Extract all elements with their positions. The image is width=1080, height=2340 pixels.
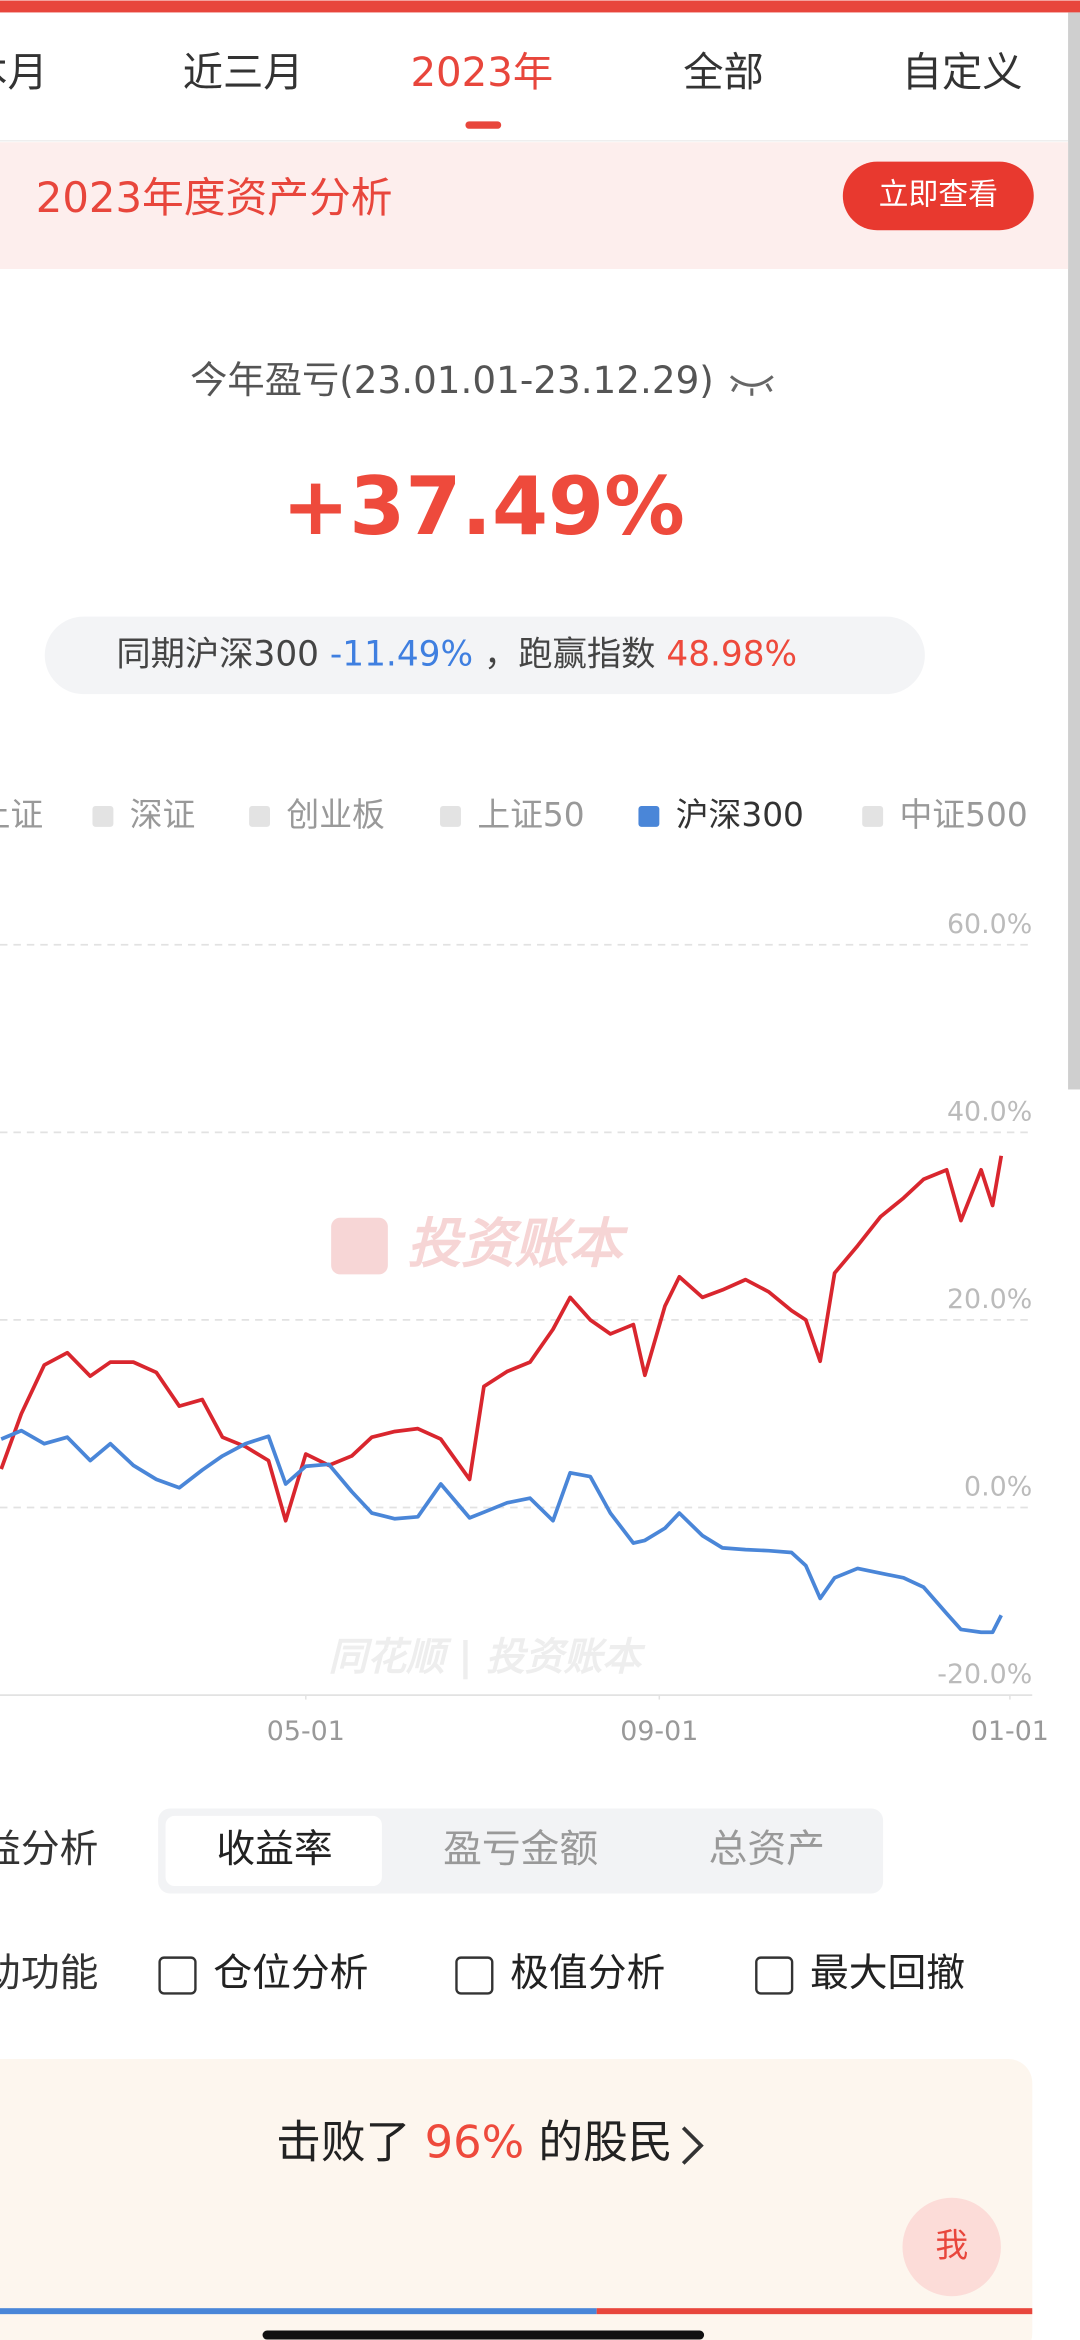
- legend-label[interactable]: 中证500: [900, 796, 1028, 834]
- metric-tab[interactable]: 收益率: [216, 1827, 332, 1872]
- banner-button[interactable]: [842, 161, 1034, 231]
- checkbox-label[interactable]: 仓位分析: [213, 1951, 368, 1996]
- series-line: [0, 1428, 1003, 1635]
- tab[interactable]: 本月: [0, 50, 48, 96]
- x-tick-label: 01-01: [971, 1716, 1049, 1747]
- excess-return: 48.98%: [666, 634, 797, 674]
- profit-value: +37.49%: [282, 459, 685, 553]
- watermark-logo: [331, 1217, 388, 1275]
- tab[interactable]: 近三月: [183, 50, 304, 96]
- banner-button-label[interactable]: 立即查看: [879, 177, 998, 212]
- avatar-button[interactable]: [902, 2197, 1001, 2297]
- series-line: [0, 1155, 1004, 1523]
- tab[interactable]: 自定义: [902, 50, 1023, 96]
- legend-label[interactable]: 上证50: [477, 796, 584, 834]
- footer-watermark: 同花顺 | 投资账本: [329, 1635, 647, 1680]
- y-tick-label: 0.0%: [964, 1472, 1032, 1503]
- rank-value: 96%: [425, 2116, 524, 2169]
- rank-prefix: 击败了: [276, 2116, 410, 2169]
- tab[interactable]: 全部: [683, 50, 764, 96]
- metric-tab[interactable]: 盈亏金额: [443, 1827, 598, 1872]
- y-tick-label: -20.0%: [937, 1659, 1032, 1690]
- section-label: 收益分析: [0, 1827, 98, 1872]
- checkbox-label[interactable]: 极值分析: [510, 1951, 665, 1996]
- checkbox[interactable]: [455, 1956, 494, 1995]
- legend-label[interactable]: 上证: [0, 796, 43, 834]
- metric-tab-selected[interactable]: [165, 1815, 382, 1887]
- rank-suffix: 的股民: [538, 2116, 672, 2169]
- feature-checkboxes: 仓位分析 极值分析 最大回撤: [158, 1951, 965, 1996]
- checkbox[interactable]: [158, 1956, 197, 1995]
- index-return: -11.49%: [330, 634, 473, 674]
- legend-label[interactable]: 沪深300: [676, 796, 804, 834]
- y-tick-label: 40.0%: [947, 1096, 1032, 1127]
- legend-swatch[interactable]: [862, 806, 884, 827]
- y-tick-label: 20.0%: [947, 1284, 1032, 1315]
- tab-bar: 本月 近三月 2023年 全部 自定义: [0, 50, 1023, 96]
- banner-title: 2023年度资产分析: [36, 173, 393, 222]
- compare-middle: ，跑赢指数: [484, 634, 656, 674]
- bottom-strip-red: [596, 2308, 1033, 2315]
- tab-indicator: [465, 121, 502, 129]
- legend-swatch[interactable]: [249, 806, 270, 827]
- checkbox-label[interactable]: 最大回撤: [810, 1951, 965, 1996]
- rank-text[interactable]: 击败了 96% 的股民: [276, 2116, 672, 2169]
- legend: 上证 深证 创业板 上证50 沪深300 中证500: [0, 796, 1028, 834]
- legend-swatch[interactable]: [440, 806, 461, 827]
- home-indicator: [262, 2330, 705, 2340]
- bottom-strip-blue: [0, 2308, 597, 2315]
- rank-card[interactable]: [0, 2059, 1033, 2340]
- watermark: 投资账本: [407, 1212, 628, 1275]
- checkbox[interactable]: [755, 1956, 794, 1995]
- y-tick-label: 60.0%: [947, 909, 1032, 940]
- tab[interactable]: 2023年: [410, 50, 553, 96]
- legend-swatch[interactable]: [92, 806, 114, 827]
- metric-tab[interactable]: 总资产: [709, 1827, 825, 1872]
- legend-swatch[interactable]: [638, 806, 660, 827]
- legend-label[interactable]: 创业板: [286, 796, 384, 834]
- metric-tabs: 收益率 盈亏金额 总资产: [165, 1815, 825, 1887]
- compare-pill: [44, 616, 925, 695]
- scrollbar: [1068, 12, 1080, 1090]
- avatar-label[interactable]: 我: [935, 2227, 968, 2265]
- x-tick-label: 05-01: [267, 1716, 345, 1747]
- features-label: 辅助功能: [0, 1951, 98, 1996]
- compare-prefix: 同期沪深300: [116, 634, 319, 674]
- compare-text: 同期沪深300 -11.49% ，跑赢指数 48.98%: [116, 634, 797, 674]
- legend-label[interactable]: 深证: [130, 796, 196, 834]
- top-bar: [0, 0, 1080, 13]
- eye-icon[interactable]: [729, 375, 774, 396]
- profit-label: 今年盈亏(23.01.01-23.12.29): [190, 358, 714, 402]
- chart: 60.0% 40.0% 20.0% 0.0% -20.0% 05-01 09-01 01-01: [0, 909, 1049, 1747]
- chevron[interactable]: [681, 2126, 704, 2165]
- x-tick-label: 09-01: [620, 1716, 698, 1747]
